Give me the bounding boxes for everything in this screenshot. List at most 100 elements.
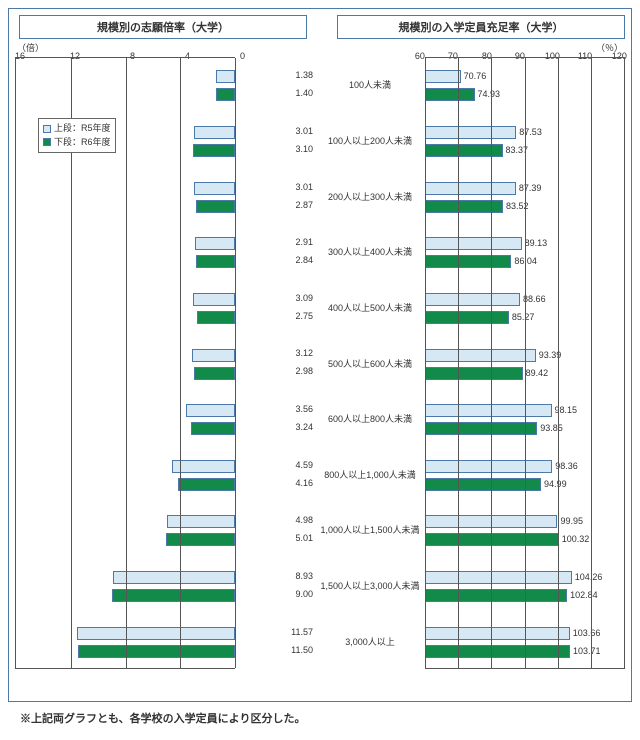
left-value-r5: 3.09 bbox=[295, 294, 313, 303]
right-value-r5: 103.66 bbox=[573, 629, 601, 638]
right-value-r5: 87.53 bbox=[519, 128, 542, 137]
left-bar-r5 bbox=[216, 70, 235, 83]
left-value-r5: 3.12 bbox=[295, 349, 313, 358]
category-label: 300人以上400人未満 bbox=[315, 224, 425, 280]
left-value-r6: 2.84 bbox=[295, 256, 313, 265]
left-value-r6: 2.87 bbox=[295, 201, 313, 210]
category-label: 100人未満 bbox=[315, 57, 425, 113]
left-value-group: 3.12 2.98 bbox=[235, 335, 315, 391]
right-value-r6: 93.85 bbox=[540, 424, 563, 433]
category-label: 100人以上200人未満 bbox=[315, 113, 425, 169]
left-value-r6: 4.16 bbox=[295, 479, 313, 488]
category-label: 3,000人以上 bbox=[315, 613, 425, 669]
right-bar-r5 bbox=[425, 182, 516, 195]
left-plot: 上段：R5年度 下段：R6年度 bbox=[15, 57, 235, 669]
legend: 上段：R5年度 下段：R6年度 bbox=[38, 118, 116, 153]
right-value-r6: 94.99 bbox=[544, 480, 567, 489]
right-bar-r6 bbox=[425, 589, 567, 602]
left-value-group: 3.56 3.24 bbox=[235, 391, 315, 447]
title-left: 規模別の志願倍率（大学） bbox=[19, 15, 307, 39]
left-value-labels: 1.38 1.40 3.01 3.10 3.01 2.87 2.91 2.84 3.09 2.75… bbox=[235, 57, 315, 669]
right-bar-r5 bbox=[425, 293, 520, 306]
right-bar-r6 bbox=[425, 88, 475, 101]
right-bar-r6 bbox=[425, 422, 537, 435]
category-label: 1,500人以上3,000人未満 bbox=[315, 558, 425, 614]
right-bar-r6 bbox=[425, 311, 509, 324]
left-bar-r5 bbox=[167, 515, 235, 528]
right-bar-r5 bbox=[425, 627, 570, 640]
left-value-r5: 1.38 bbox=[295, 71, 313, 80]
left-value-r6: 9.00 bbox=[295, 590, 313, 599]
footnote: ※上記両グラフとも、各学校の入学定員により区分した。 bbox=[20, 710, 620, 726]
left-value-r5: 8.93 bbox=[295, 572, 313, 581]
right-bar-r5 bbox=[425, 70, 461, 83]
right-value-r6: 89.42 bbox=[526, 369, 549, 378]
right-value-r5: 70.76 bbox=[464, 72, 487, 81]
left-value-group: 3.01 2.87 bbox=[235, 168, 315, 224]
left-value-r6: 3.10 bbox=[295, 145, 313, 154]
left-value-r5: 3.56 bbox=[295, 405, 313, 414]
right-bar-r5 bbox=[425, 460, 552, 473]
left-bar-r5 bbox=[186, 404, 235, 417]
left-bar-r6 bbox=[166, 533, 235, 546]
category-labels: 100人未満100人以上200人未満200人以上300人未満300人以上400人… bbox=[315, 57, 425, 669]
left-value-r6: 2.75 bbox=[295, 312, 313, 321]
left-value-r6: 5.01 bbox=[295, 534, 313, 543]
left-value-r5: 2.91 bbox=[295, 238, 313, 247]
right-value-r5: 99.95 bbox=[560, 517, 583, 526]
left-value-group: 8.93 9.00 bbox=[235, 558, 315, 614]
right-value-r5: 104.26 bbox=[575, 573, 603, 582]
left-bar-r6 bbox=[216, 88, 235, 101]
right-bar-r5 bbox=[425, 404, 552, 417]
left-value-r5: 4.59 bbox=[295, 461, 313, 470]
left-value-group: 1.38 1.40 bbox=[235, 57, 315, 113]
right-value-r5: 89.13 bbox=[525, 239, 548, 248]
right-value-r6: 100.32 bbox=[562, 535, 590, 544]
left-value-r5: 3.01 bbox=[295, 127, 313, 136]
right-bar-r5 bbox=[425, 237, 522, 250]
right-bar-r6 bbox=[425, 645, 570, 658]
left-bar-r6 bbox=[193, 144, 235, 157]
right-bar-r5 bbox=[425, 571, 572, 584]
left-value-r6: 1.40 bbox=[295, 89, 313, 98]
left-value-group: 4.985.01 bbox=[235, 502, 315, 558]
left-bar-r5 bbox=[113, 571, 235, 584]
category-label: 1,000人以上1,500人未満 bbox=[315, 502, 425, 558]
left-value-r6: 11.50 bbox=[291, 646, 313, 655]
left-bar-r5 bbox=[172, 460, 235, 473]
left-value-group: 4.59 4.16 bbox=[235, 446, 315, 502]
legend-r6: 下段：R6年度 bbox=[43, 136, 111, 150]
right-bar-r6 bbox=[425, 367, 523, 380]
right-value-r6: 103.71 bbox=[573, 647, 601, 656]
right-bar-r5 bbox=[425, 126, 516, 139]
left-bar-r5 bbox=[77, 627, 235, 640]
left-value-r6: 3.24 bbox=[295, 423, 313, 432]
chart-frame: 規模別の志願倍率（大学） 規模別の入学定員充足率（大学） （倍） 16 12 8… bbox=[8, 8, 632, 702]
right-bar-r6 bbox=[425, 255, 511, 268]
category-label: 400人以上500人未満 bbox=[315, 280, 425, 336]
left-bar-r6 bbox=[197, 311, 235, 324]
right-value-r6: 74.93 bbox=[478, 90, 501, 99]
category-label: 600人以上800人未満 bbox=[315, 391, 425, 447]
rtick-60: 60 bbox=[415, 51, 425, 61]
left-value-r6: 2.98 bbox=[295, 367, 313, 376]
left-value-group: 2.91 2.84 bbox=[235, 224, 315, 280]
left-value-group: 3.01 3.10 bbox=[235, 113, 315, 169]
left-bar-r5 bbox=[194, 182, 235, 195]
right-bar-r5 bbox=[425, 349, 536, 362]
legend-r5: 上段：R5年度 bbox=[43, 122, 111, 136]
left-bar-r6 bbox=[112, 589, 235, 602]
category-label: 200人以上300人未満 bbox=[315, 168, 425, 224]
right-value-r6: 85.27 bbox=[512, 313, 535, 322]
left-value-r5: 3.01 bbox=[295, 183, 313, 192]
left-bar-r5 bbox=[193, 293, 235, 306]
left-bar-r6 bbox=[196, 200, 235, 213]
left-value-r5: 11.57 bbox=[291, 628, 313, 637]
left-bar-r6 bbox=[78, 645, 235, 658]
right-value-r5: 87.39 bbox=[519, 184, 542, 193]
category-label: 500人以上600人未満 bbox=[315, 335, 425, 391]
right-plot: 70.7674.9387.5383.3787.3983.5289.1386.04… bbox=[425, 57, 625, 669]
right-value-r6: 86.04 bbox=[514, 257, 537, 266]
swatch-r6 bbox=[43, 138, 51, 146]
left-bar-r5 bbox=[195, 237, 235, 250]
